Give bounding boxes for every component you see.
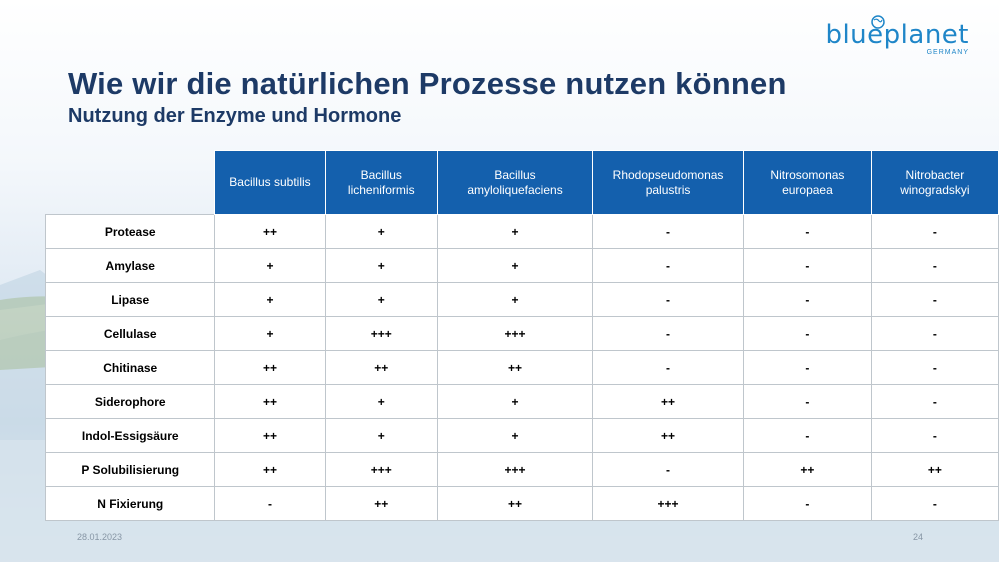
table-cell: + [324, 214, 439, 249]
column-header: Bacillus licheniformis [324, 150, 439, 215]
table-cell: ++ [214, 418, 326, 453]
table-cell: - [592, 350, 745, 385]
table-cell: ++ [592, 418, 745, 453]
table-cell: - [870, 248, 999, 283]
table-body: Protease ++ + + - - - Amylase + + + - - - Lipase + + + - - -… [44, 214, 999, 521]
table-cell: ++ [436, 350, 594, 385]
table-row: Amylase + + + - - - [44, 248, 999, 283]
column-header: Rhodopseudomonas palustris [592, 150, 745, 215]
table-cell: + [324, 282, 439, 317]
table-cell: - [870, 486, 999, 521]
table-cell: ++ [743, 452, 872, 487]
table-cell: - [214, 486, 326, 521]
table-cell: + [214, 316, 326, 351]
footer-date: 28.01.2023 [77, 532, 123, 542]
enzyme-table: Bacillus subtilis Bacillus licheniformis … [44, 150, 999, 521]
table-cell: ++ [214, 350, 326, 385]
table-cell: ++ [214, 452, 326, 487]
row-label: Amylase [44, 248, 216, 283]
table-cell: - [743, 486, 872, 521]
table-cell: ++ [214, 214, 326, 249]
table-cell: + [436, 384, 594, 419]
table-cell: - [870, 350, 999, 385]
table-cell: + [436, 248, 594, 283]
row-label: Indol-Essigsäure [44, 418, 216, 453]
column-header: Nitrobacter winogradskyi [870, 150, 999, 215]
table-cell: - [592, 316, 745, 351]
page-title: Wie wir die natürlichen Prozesse nutzen … [68, 66, 787, 101]
table-cell: ++ [436, 486, 594, 521]
table-cell: +++ [324, 316, 439, 351]
table-cell: - [743, 282, 872, 317]
table-row: Lipase + + + - - - [44, 282, 999, 317]
table-cell: - [743, 316, 872, 351]
row-label: Protease [44, 214, 216, 249]
table-cell: - [870, 384, 999, 419]
table-cell: - [743, 384, 872, 419]
table-cell: - [870, 282, 999, 317]
table-cell: ++ [870, 452, 999, 487]
table-cell: - [743, 248, 872, 283]
table-cell: - [592, 248, 745, 283]
column-header: Nitrosomonas europaea [743, 150, 872, 215]
table-cell: + [324, 248, 439, 283]
table-cell: +++ [592, 486, 745, 521]
table-cell: ++ [214, 384, 326, 419]
brand-wordmark: blueplanet [825, 20, 969, 50]
table-cell: + [436, 282, 594, 317]
globe-icon [871, 15, 886, 29]
table-cell: - [870, 316, 999, 351]
row-label: Siderophore [44, 384, 216, 419]
table-cell: + [436, 418, 594, 453]
table-cell: ++ [324, 350, 439, 385]
table-row: N Fixierung - ++ ++ +++ - - [44, 486, 999, 521]
table-cell: + [436, 214, 594, 249]
table-cell: + [214, 248, 326, 283]
table-cell: - [870, 214, 999, 249]
column-header: Bacillus amyloliquefaciens [436, 150, 594, 215]
row-label: Chitinase [44, 350, 216, 385]
table-row: P Solubilisierung ++ +++ +++ - ++ ++ [44, 452, 999, 487]
table-cell: - [592, 452, 745, 487]
page-number: 24 [912, 532, 923, 542]
table-cell: +++ [436, 452, 594, 487]
brand-logo: blueplanet GERMANY [825, 15, 969, 56]
table-cell: - [743, 350, 872, 385]
table-cell: - [743, 214, 872, 249]
table-cell: - [743, 418, 872, 453]
table-cell: + [214, 282, 326, 317]
table-cell: - [592, 282, 745, 317]
table-cell: +++ [324, 452, 439, 487]
page-subtitle: Nutzung der Enzyme und Hormone [68, 105, 402, 127]
row-label: Cellulase [44, 316, 216, 351]
row-label: Lipase [44, 282, 216, 317]
row-label: N Fixierung [44, 486, 216, 521]
table-row: Chitinase ++ ++ ++ - - - [44, 350, 999, 385]
table-cell: + [324, 418, 439, 453]
table-cell: - [870, 418, 999, 453]
table-row: Cellulase + +++ +++ - - - [44, 316, 999, 351]
brand-country: GERMANY [926, 49, 969, 56]
table-cell: + [324, 384, 439, 419]
table-cell: ++ [324, 486, 439, 521]
table-corner [46, 151, 215, 215]
column-header: Bacillus subtilis [214, 150, 326, 215]
table-row: Indol-Essigsäure ++ + + ++ - - [44, 418, 999, 453]
table-cell: +++ [436, 316, 594, 351]
table-header-row: Bacillus subtilis Bacillus licheniformis … [46, 150, 999, 215]
table-row: Siderophore ++ + + ++ - - [44, 384, 999, 419]
table-row: Protease ++ + + - - - [44, 214, 999, 249]
table-cell: - [592, 214, 745, 249]
table-cell: ++ [592, 384, 745, 419]
row-label: P Solubilisierung [44, 452, 216, 487]
